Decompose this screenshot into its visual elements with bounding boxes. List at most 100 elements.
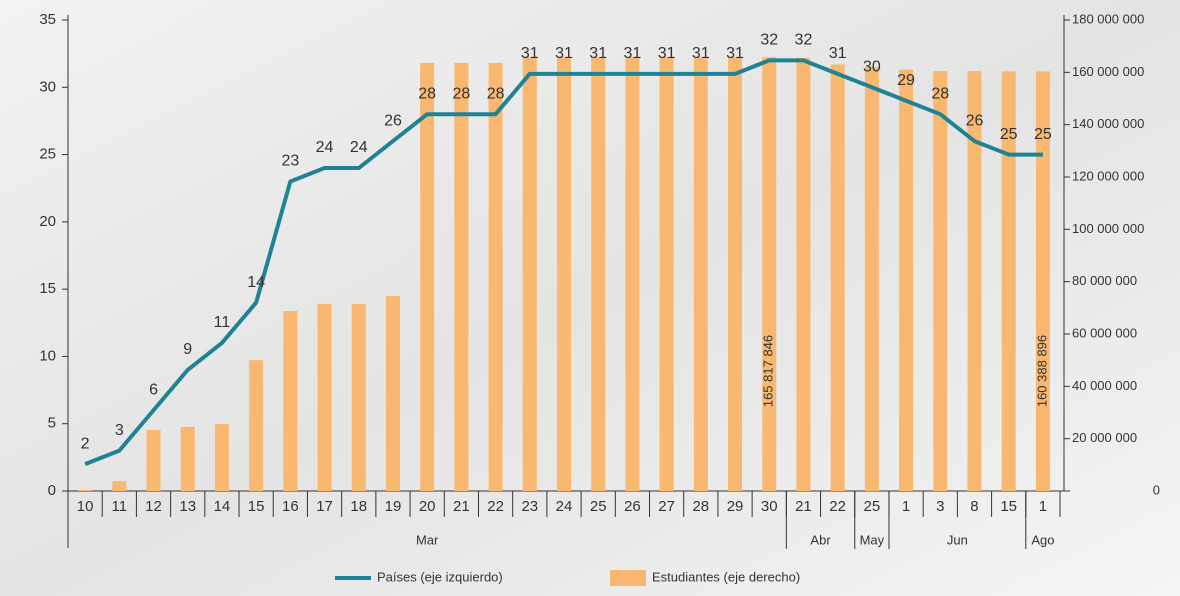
bar	[318, 304, 332, 491]
bar	[454, 63, 468, 491]
line-value-label: 24	[316, 139, 334, 156]
bar	[762, 57, 776, 491]
y2-tick-label: 140 000 000	[1072, 116, 1144, 131]
x-tick-label: 22	[487, 498, 504, 515]
legend-label: Países (eje izquierdo)	[377, 569, 503, 584]
line-value-label: 26	[966, 112, 984, 129]
line-value-label: 30	[863, 59, 881, 76]
y-tick-label: 10	[39, 347, 56, 364]
y-tick-label: 30	[39, 78, 56, 95]
x-tick-label: 29	[727, 498, 744, 515]
bar	[660, 57, 674, 491]
legend-swatch	[610, 570, 646, 586]
line-value-label: 26	[384, 112, 402, 129]
line-value-label: 31	[555, 45, 573, 62]
x-tick-label: 11	[112, 498, 128, 515]
bar	[796, 58, 810, 491]
y-tick-label: 0	[48, 482, 56, 499]
line-value-label: 31	[829, 45, 847, 62]
month-label: Ago	[1031, 532, 1054, 547]
line-value-label: 25	[1034, 126, 1052, 143]
line-value-label: 28	[418, 85, 436, 102]
x-tick-label: 24	[556, 498, 573, 515]
x-tick-label: 27	[658, 498, 675, 515]
page: {"chart_data": {"type": "bar", "categori…	[0, 0, 1180, 596]
line-value-label: 31	[521, 45, 539, 62]
bar	[386, 296, 400, 491]
month-label: Jun	[947, 532, 968, 547]
bar	[557, 57, 571, 491]
bar	[899, 70, 913, 491]
x-tick-label: 20	[419, 498, 436, 515]
chart: 05101520253035020 000 00040 000 00060 00…	[0, 0, 1180, 596]
line-value-label: 28	[452, 85, 470, 102]
y2-tick-label: 180 000 000	[1072, 11, 1144, 26]
x-tick-label: 8	[970, 498, 978, 515]
bar	[967, 71, 981, 491]
line-value-label: 28	[931, 85, 949, 102]
bar	[420, 63, 434, 491]
line-value-label: 31	[589, 45, 607, 62]
x-tick-label: 1	[902, 498, 910, 515]
line-value-label: 31	[692, 45, 710, 62]
y-tick-label: 25	[39, 146, 56, 163]
month-label: Abr	[810, 532, 831, 547]
legend-label: Estudiantes (eje derecho)	[652, 569, 800, 584]
bar	[489, 63, 503, 491]
bar	[865, 67, 879, 491]
bar	[933, 71, 947, 491]
y2-tick-label: 20 000 000	[1072, 430, 1137, 445]
y-tick-label: 20	[39, 213, 56, 230]
line-value-label: 29	[897, 72, 915, 89]
line-value-label: 6	[149, 381, 158, 398]
bar	[694, 57, 708, 491]
x-tick-label: 25	[864, 498, 881, 515]
bar	[147, 430, 161, 491]
x-tick-label: 19	[385, 498, 402, 515]
y2-tick-label: 120 000 000	[1072, 168, 1144, 183]
line-value-label: 25	[1000, 126, 1018, 143]
x-tick-label: 28	[692, 498, 709, 515]
line-value-label: 32	[795, 32, 813, 49]
y2-tick-label: 60 000 000	[1072, 325, 1137, 340]
month-label: May	[860, 532, 885, 547]
line-value-label: 24	[350, 139, 368, 156]
x-tick-label: 30	[761, 498, 778, 515]
y2-tick-label: 80 000 000	[1072, 273, 1137, 288]
bar	[352, 304, 366, 491]
bar	[112, 481, 126, 491]
x-tick-label: 13	[179, 498, 196, 515]
bar	[283, 311, 297, 491]
x-tick-label: 10	[77, 498, 94, 515]
y2-tick-label: 160 000 000	[1072, 64, 1144, 79]
bar	[728, 57, 742, 491]
line-value-label: 23	[281, 153, 299, 170]
bar	[523, 57, 537, 491]
bar	[249, 360, 263, 491]
y2-tick-label: 0	[1153, 482, 1160, 497]
x-tick-label: 12	[145, 498, 162, 515]
month-label: Mar	[416, 532, 439, 547]
line-value-label: 11	[214, 314, 231, 331]
y2-tick-label: 100 000 000	[1072, 221, 1144, 236]
line-value-label: 28	[487, 85, 505, 102]
x-tick-label: 21	[453, 498, 470, 515]
x-tick-label: 23	[521, 498, 538, 515]
x-tick-label: 21	[795, 498, 812, 515]
x-tick-label: 22	[829, 498, 846, 515]
line-value-label: 9	[183, 341, 192, 358]
x-tick-label: 1	[1039, 498, 1047, 515]
line-value-label: 2	[81, 435, 90, 452]
y-tick-label: 35	[39, 11, 56, 28]
x-tick-label: 14	[214, 498, 231, 515]
x-tick-label: 15	[248, 498, 265, 515]
line-value-label: 31	[726, 45, 744, 62]
bar	[831, 64, 845, 491]
bar-value-label: 165 817 846	[761, 335, 776, 407]
line-value-label: 31	[658, 45, 676, 62]
bar	[591, 57, 605, 491]
x-tick-label: 26	[624, 498, 641, 515]
y2-tick-label: 40 000 000	[1072, 378, 1137, 393]
line-value-label: 3	[115, 422, 124, 439]
x-tick-label: 17	[316, 498, 333, 515]
